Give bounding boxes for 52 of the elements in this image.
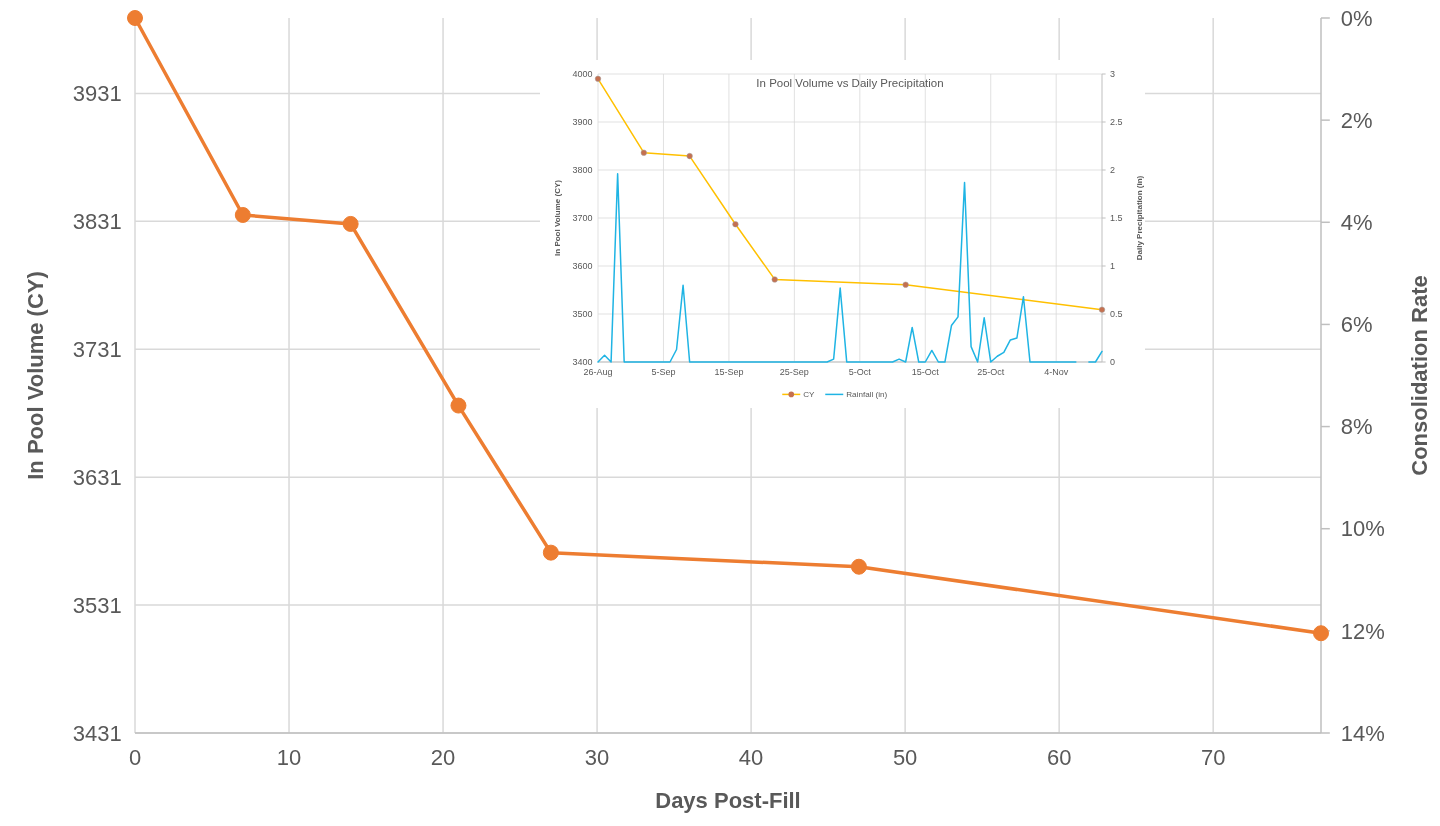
- x-tick-label: 0: [128, 744, 142, 770]
- y-tick-label: 3500: [572, 309, 593, 320]
- x-tick-label: 40: [738, 744, 764, 770]
- x-tick-label: 5-Oct: [848, 367, 872, 378]
- y-tick-label: 3400: [572, 357, 593, 368]
- y-tick-label: 3800: [572, 165, 593, 176]
- x-tick-label: 26-Aug: [583, 367, 613, 378]
- y2-tick-label: 8%: [1340, 414, 1373, 440]
- y-tick-label: 3431: [72, 720, 122, 746]
- y2-tick-label: 3: [1110, 69, 1116, 80]
- y-tick-label: 3700: [572, 213, 593, 224]
- y-tick-label: 3831: [72, 209, 122, 235]
- y2-tick-label: 14%: [1340, 720, 1385, 746]
- y2-tick-label: 2%: [1340, 107, 1373, 133]
- x-tick-label: 20: [430, 744, 456, 770]
- x-tick-label: 70: [1200, 744, 1226, 770]
- y2-axis-title: Daily Precipitation (in): [1134, 175, 1144, 261]
- y-tick-label: 3531: [72, 592, 122, 618]
- y2-tick-label: 2.5: [1110, 117, 1123, 128]
- x-tick-label: 25-Sep: [779, 367, 809, 378]
- y2-tick-label: 0.5: [1110, 309, 1123, 320]
- x-tick-label: 30: [584, 744, 610, 770]
- y2-axis-title: Consolidation Rate: [1406, 275, 1432, 476]
- y2-tick-label: 10%: [1340, 516, 1385, 542]
- chart-title: In Pool Volume vs Daily Precipitation: [756, 76, 944, 89]
- y2-tick-label: 0%: [1340, 5, 1373, 31]
- x-tick-label: 5-Sep: [651, 367, 676, 378]
- y-axis-title: In Pool Volume (CY): [553, 179, 563, 256]
- y2-tick-label: 1.5: [1110, 213, 1123, 224]
- legend-label: CY: [803, 390, 816, 400]
- y2-tick-label: 4%: [1340, 209, 1373, 235]
- y-tick-label: 3731: [72, 336, 122, 362]
- y-tick-label: 3631: [72, 464, 122, 490]
- y-tick-label: 3900: [572, 117, 593, 128]
- y-axis-title: In Pool Volume (CY): [22, 271, 48, 480]
- legend-label: Rainfall (in): [846, 390, 888, 400]
- y-tick-label: 4000: [572, 69, 593, 80]
- x-tick-label: 60: [1046, 744, 1072, 770]
- y-tick-label: 3600: [572, 261, 593, 272]
- y2-tick-label: 1: [1110, 261, 1116, 272]
- x-axis-title: Days Post-Fill: [655, 787, 801, 813]
- x-tick-label: 15-Oct: [911, 367, 940, 378]
- x-tick-label: 50: [892, 744, 918, 770]
- x-tick-label: 4-Nov: [1044, 367, 1069, 378]
- y-tick-label: 3931: [72, 81, 122, 107]
- x-tick-label: 25-Oct: [977, 367, 1005, 378]
- x-tick-label: 10: [276, 744, 302, 770]
- y2-tick-label: 0: [1110, 357, 1116, 368]
- y2-tick-label: 2: [1110, 165, 1116, 176]
- y2-tick-label: 12%: [1340, 618, 1385, 644]
- y2-tick-label: 6%: [1340, 312, 1373, 338]
- x-tick-label: 15-Sep: [714, 367, 744, 378]
